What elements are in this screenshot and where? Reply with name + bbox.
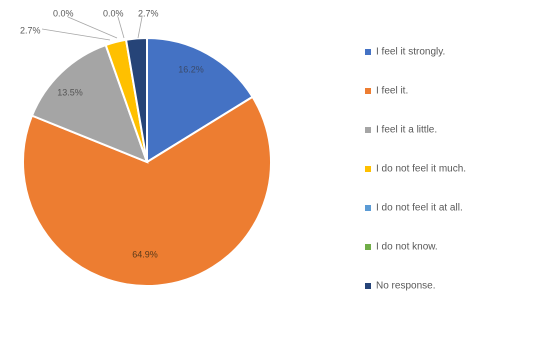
legend-item-i-feel-it: I feel it. <box>365 86 408 97</box>
legend-item-i-do-not-know: I do not know. <box>365 242 438 253</box>
legend-swatch-i-do-not-feel-it-much <box>365 166 371 172</box>
leader-line-no-response <box>137 16 143 39</box>
legend-item-i-feel-it-strongly: I feel it strongly. <box>365 47 445 58</box>
legend-label-i-feel-it: I feel it. <box>376 86 408 97</box>
legend-label-i-do-not-know: I do not know. <box>376 242 438 253</box>
leader-line-i-do-not-feel-it-much <box>41 28 111 41</box>
legend-item-i-do-not-feel-it-much: I do not feel it much. <box>365 164 466 175</box>
pie-slices <box>22 36 272 287</box>
pie-slice-i-feel-it-a-little <box>30 43 149 164</box>
data-label-no-response: 2.7% <box>138 8 159 18</box>
pie-slice-no-response <box>124 36 148 163</box>
legend-label-i-feel-it-a-little: I feel it a little. <box>376 125 437 136</box>
data-label-i-do-not-feel-it-at-all: 0.0% <box>53 8 74 18</box>
data-label-i-do-not-know: 0.0% <box>103 8 124 18</box>
legend-swatch-i-feel-it <box>365 88 371 94</box>
data-label-i-feel-it-strongly: 16.2% <box>178 64 204 74</box>
legend-item-i-feel-it-a-little: I feel it a little. <box>365 125 437 136</box>
legend-item-no-response: No response. <box>365 281 435 292</box>
legend-swatch-i-feel-it-a-little <box>365 127 371 133</box>
legend-swatch-i-do-not-know <box>365 244 371 250</box>
leader-line-i-do-not-know <box>117 16 125 39</box>
legend-label-i-do-not-feel-it-at-all: I do not feel it at all. <box>376 203 463 214</box>
data-label-i-do-not-feel-it-much: 2.7% <box>20 25 41 35</box>
legend-label-i-feel-it-strongly: I feel it strongly. <box>376 47 445 58</box>
data-labels: 16.2% 64.9% 13.5% 2.7% 0.0% 0.0% 2.7% <box>20 8 204 259</box>
legend-item-i-do-not-feel-it-at-all: I do not feel it at all. <box>365 203 463 214</box>
legend-swatch-i-feel-it-strongly <box>365 49 371 55</box>
legend-swatch-i-do-not-feel-it-at-all <box>365 205 371 211</box>
pie-slice-i-feel-it <box>22 95 272 287</box>
leader-line-i-do-not-feel-it-at-all <box>67 16 118 39</box>
data-label-i-feel-it-a-little: 13.5% <box>57 87 83 97</box>
legend: I feel it strongly. I feel it. I feel it a… <box>365 47 466 292</box>
data-label-i-feel-it: 64.9% <box>132 249 158 259</box>
pie-slice-i-feel-it-strongly <box>146 36 254 164</box>
legend-label-no-response: No response. <box>376 281 435 292</box>
legend-label-i-do-not-feel-it-much: I do not feel it much. <box>376 164 466 175</box>
leader-lines <box>41 16 143 41</box>
legend-swatch-no-response <box>365 283 371 289</box>
